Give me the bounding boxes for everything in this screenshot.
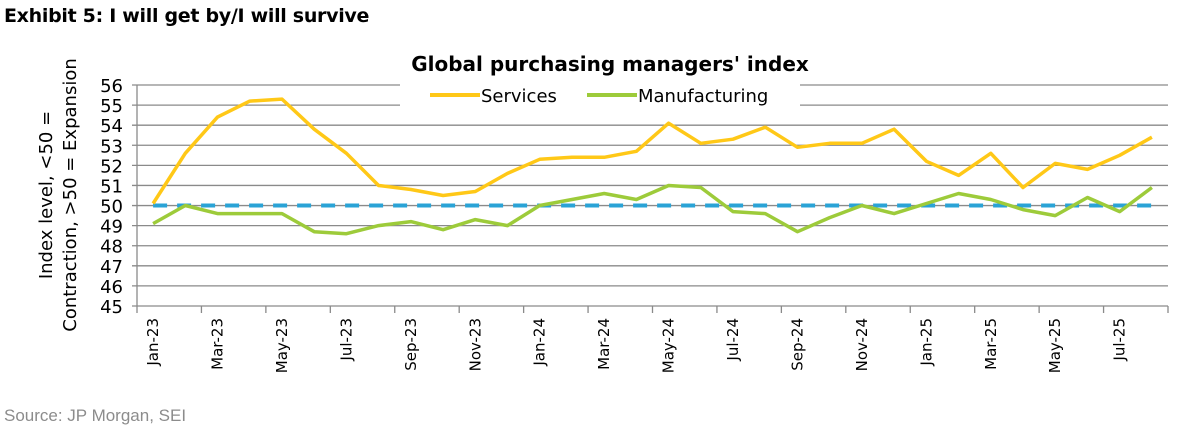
y-tick-label: 54 [100, 116, 123, 137]
x-tick-label: May-24 [660, 318, 678, 373]
source-note: Source: JP Morgan, SEI [4, 406, 187, 425]
x-tick-labels: Jan-23 Mar-23 May-23 Jul-23 Sep-23 Nov-23 Jan-… [144, 318, 1129, 373]
x-tick-label: Sep-24 [788, 318, 806, 371]
legend-label-manufacturing: Manufacturing [638, 86, 768, 107]
x-tick-label: May-25 [1046, 318, 1064, 373]
y-tick-label: 48 [100, 237, 123, 258]
x-tick-label: Mar-25 [982, 318, 1000, 370]
exhibit-title: Exhibit 5: I will get by/I will survive [4, 5, 370, 27]
y-tick-label: 52 [100, 156, 123, 177]
y-tick-label: 56 [100, 76, 123, 97]
y-tick-label: 51 [100, 176, 123, 197]
legend: Services Manufacturing [400, 79, 800, 109]
x-tick-label: Jul-24 [724, 318, 742, 362]
x-tick-label: Nov-24 [853, 318, 871, 371]
x-tick-label: Jul-25 [1111, 318, 1129, 362]
x-tick-label: Mar-24 [595, 318, 613, 370]
x-tick-label: May-23 [273, 318, 291, 373]
y-tick-label: 47 [100, 257, 123, 278]
series-line-manufacturing [152, 183, 1153, 236]
x-tick-label: Jan-25 [917, 318, 935, 367]
x-tick-label: Mar-23 [209, 318, 227, 370]
series-lines [151, 97, 1153, 236]
y-tick-label: 53 [100, 136, 123, 157]
y-tick-label: 45 [100, 297, 123, 318]
x-tick-label: Jul-23 [337, 318, 355, 362]
x-tick-label: Nov-23 [466, 318, 484, 371]
y-tick-label: 55 [100, 96, 123, 117]
y-axis-label-line1: Index level, <50 = [36, 111, 57, 279]
y-tick-label: 49 [100, 217, 123, 238]
series-line-services [151, 97, 1153, 205]
y-axis-label-line2: Contraction, >50 = Expansion [60, 58, 81, 332]
x-tick-label: Jan-24 [531, 318, 549, 367]
y-tick-label: 50 [100, 197, 123, 218]
legend-label-services: Services [481, 86, 557, 107]
y-tick-label: 46 [100, 277, 123, 298]
y-axis-label: Index level, <50 = Contraction, >50 = Ex… [36, 58, 81, 332]
x-tick-label: Sep-23 [402, 318, 420, 371]
chart-title: Global purchasing managers' index [411, 52, 809, 76]
gridlines [132, 84, 1169, 313]
x-tick-label: Jan-23 [144, 318, 162, 367]
